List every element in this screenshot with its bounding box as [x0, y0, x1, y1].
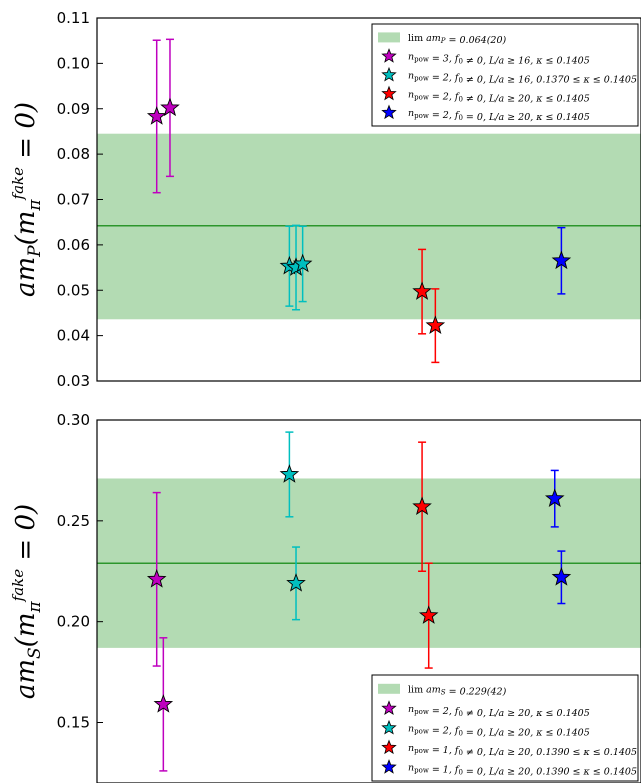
legend-marker-star	[381, 66, 397, 82]
y-tick-label: 0.15	[57, 714, 90, 732]
y-tick-label: 0.05	[57, 281, 90, 299]
y-tick-label: 0.04	[57, 327, 90, 345]
legend-marker-star	[381, 85, 397, 101]
ms-panel: 0.15 0.20 0.25 0.30 amS(mπfake = 0) lim amS =…	[9, 411, 641, 783]
data-point-star	[551, 250, 572, 270]
legend: lim amP = 0.064(20) npow = 3, f0 ≠ 0, L/a…	[371, 23, 639, 127]
legend-marker-star	[381, 48, 397, 63]
y-tick-label: 0.09	[57, 100, 90, 118]
legend-label: lim amP = 0.064(20)	[408, 33, 507, 46]
data-point-star	[551, 567, 572, 586]
y-tick-label: 0.10	[57, 54, 90, 72]
legend-label: npow = 2, f0 ≠ 0, L/a ≥ 20, κ ≤ 0.1405	[408, 704, 590, 719]
legend-marker-star	[381, 759, 397, 774]
legend-band-swatch	[378, 32, 400, 43]
extrapolation-band	[97, 133, 641, 320]
data-point-star	[292, 253, 313, 273]
y-axis-label: amS(mπfake = 0)	[9, 504, 45, 699]
data-point-star	[146, 106, 167, 125]
y-tick-label: 0.30	[57, 411, 90, 429]
legend-label: npow = 1, f0 = 0, L/a ≥ 20, 0.1390 ≤ κ ≤…	[408, 763, 637, 778]
legend-label: npow = 2, f0 = 0, L/a ≥ 20, κ ≤ 0.1405	[408, 108, 590, 123]
data-point-star	[153, 694, 174, 713]
data-point-star	[425, 315, 446, 334]
data-point-star	[279, 464, 300, 483]
legend-band-swatch	[378, 683, 400, 694]
legend-label: npow = 2, f0 = 0, L/a ≥ 20, κ ≤ 0.1405	[408, 724, 590, 739]
data-point-star	[412, 496, 432, 516]
legend-label: npow = 2, f0 ≠ 0, L/a ≥ 20, κ ≤ 0.1405	[408, 89, 590, 104]
y-tick-label: 0.25	[57, 512, 90, 530]
legend-label: npow = 2, f0 ≠ 0, L/a ≥ 16, 0.1370 ≤ κ ≤…	[408, 71, 637, 86]
legend-marker-star	[381, 739, 397, 755]
mp-panel: 0.03 0.04 0.05 0.06 0.07 0.08 0.09 0.10 0.11 amP(…	[9, 9, 641, 390]
legend-label: npow = 1, f0 ≠ 0, L/a ≥ 20, 0.1390 ≤ κ ≤…	[408, 743, 637, 758]
legend-marker-star	[381, 719, 397, 735]
data-point-star	[160, 97, 180, 117]
data-point-star	[544, 488, 565, 507]
y-tick-label: 0.03	[57, 372, 90, 390]
y-tick-label: 0.06	[57, 236, 90, 254]
legend-label: npow = 3, f0 ≠ 0, L/a ≥ 16, κ ≤ 0.1405	[408, 52, 590, 67]
legend: lim amS = 0.229(42) npow = 2, f0 ≠ 0, L/a…	[371, 674, 639, 782]
data-point-star	[418, 605, 439, 624]
legend-marker-star	[381, 104, 397, 120]
legend-label: lim amS = 0.229(42)	[408, 684, 507, 697]
y-tick-label: 0.07	[57, 191, 90, 209]
y-tick-label: 0.08	[57, 145, 90, 163]
plot-frame	[96, 419, 641, 783]
data-point-star	[146, 569, 167, 588]
legend-marker-star	[381, 700, 397, 715]
y-tick-label: 0.11	[57, 9, 90, 27]
y-axis-label: amP(mπfake = 0)	[9, 102, 45, 297]
data-point-star	[412, 281, 432, 300]
y-tick-label: 0.20	[57, 613, 90, 631]
data-point-star	[286, 573, 306, 592]
